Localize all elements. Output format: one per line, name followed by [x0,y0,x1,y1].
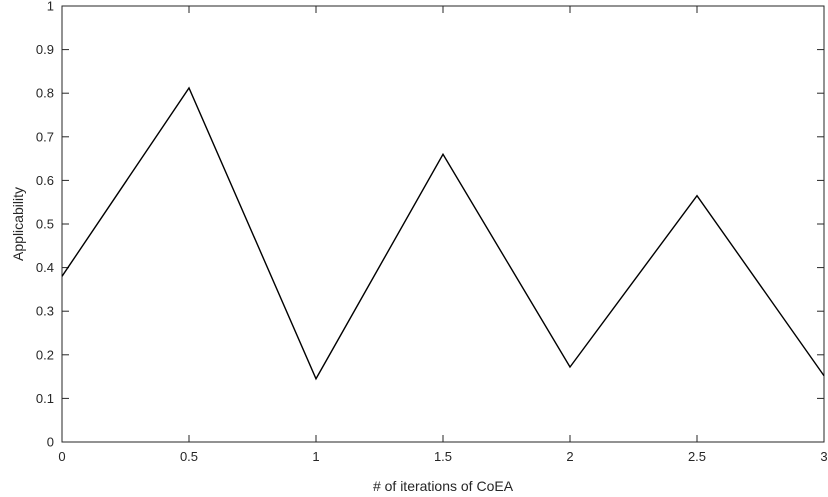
x-tick-label: 0.5 [180,449,198,464]
y-tick-label: 0.6 [36,173,54,188]
x-tick-label: 3 [820,449,827,464]
series-layer [61,86,825,381]
x-tick-label: 1.5 [434,449,452,464]
x-tick-label: 1 [312,449,319,464]
y-tick-label: 0.1 [36,391,54,406]
y-tick-label: 0.4 [36,260,54,275]
y-axis-ticks: 0 0.1 0.2 0.3 0.4 0.5 0.6 0.7 0.8 0.9 1 [36,0,824,450]
x-tick-label: 2.5 [688,449,706,464]
y-tick-label: 0.5 [36,217,54,232]
y-tick-label: 0.7 [36,129,54,144]
x-axis-ticks: 0 0.5 1 1.5 2 2.5 3 [58,6,828,464]
y-tick-label: 0.3 [36,304,54,319]
y-tick-label: 0.8 [36,86,54,101]
y-tick-label: 0 [47,435,54,450]
y-tick-label: 0.9 [36,42,54,57]
plot-area [61,5,825,443]
y-tick-label: 0.2 [36,347,54,362]
x-tick-label: 2 [566,449,573,464]
y-tick-label: 1 [47,0,54,14]
x-axis-title: # of iterations of CoEA [373,478,514,494]
x-tick-label: 0 [58,449,65,464]
series-line [61,86,825,381]
y-axis-title: Applicability [10,187,26,261]
